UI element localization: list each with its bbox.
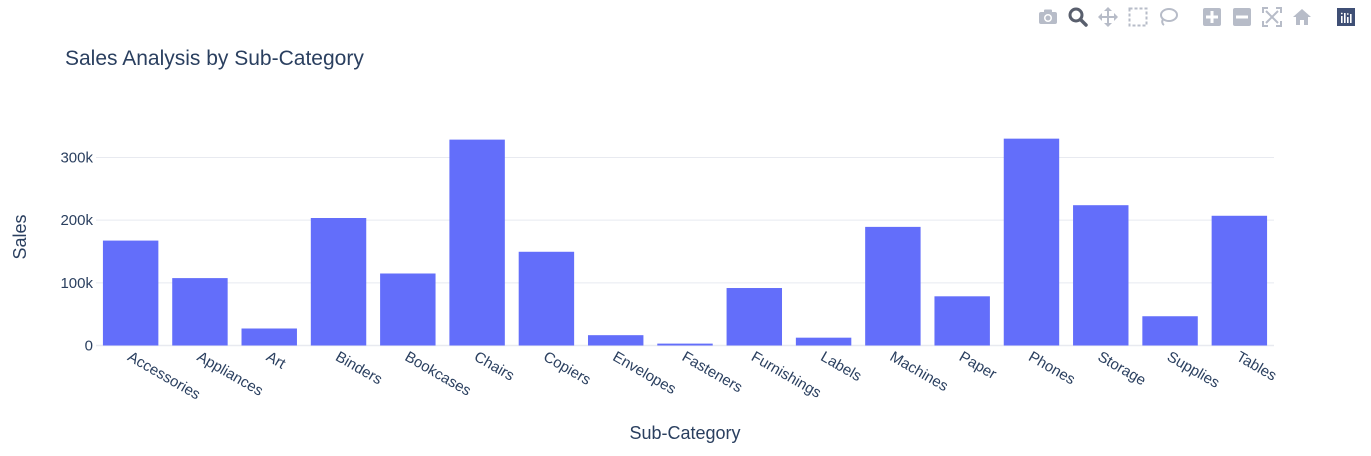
bar-labels[interactable]: [795, 337, 852, 346]
x-tick-label: Supplies: [1164, 348, 1222, 391]
bar-binders[interactable]: [310, 218, 367, 346]
box-select-icon[interactable]: [1127, 6, 1149, 28]
bar-furnishings[interactable]: [726, 288, 783, 346]
lasso-select-icon[interactable]: [1157, 6, 1179, 28]
x-tick-label: Copiers: [540, 348, 593, 389]
x-tick-label: Labels: [818, 348, 865, 385]
x-tick-label: Fasteners: [679, 348, 745, 396]
y-tick-label: 100k: [60, 275, 93, 292]
x-tick-label: Envelopes: [610, 348, 679, 398]
bar-phones[interactable]: [1003, 138, 1060, 346]
camera-icon[interactable]: [1037, 6, 1059, 28]
x-tick-label: Machines: [887, 348, 951, 395]
x-tick-label: Storage: [1095, 348, 1149, 389]
pan-icon[interactable]: [1097, 6, 1119, 28]
x-axis-title: Sub-Category: [629, 423, 740, 443]
chart-title: Sales Analysis by Sub-Category: [65, 47, 364, 70]
bar-chairs[interactable]: [449, 139, 505, 346]
bar-bookcases[interactable]: [380, 273, 436, 346]
bar-envelopes[interactable]: [587, 335, 644, 346]
y-tick-label: 200k: [60, 212, 93, 229]
bar-storage[interactable]: [1073, 205, 1129, 346]
x-tick-label: Tables: [1233, 348, 1279, 384]
bar-appliances[interactable]: [172, 278, 228, 346]
modebar-toolbar: [1037, 6, 1357, 28]
bar-copiers[interactable]: [518, 251, 575, 346]
zoom-out-icon[interactable]: [1231, 6, 1253, 28]
bar-supplies[interactable]: [1142, 316, 1198, 346]
x-tick-label: Accessories: [125, 348, 204, 403]
bar-accessories[interactable]: [102, 240, 159, 346]
bar-fasteners[interactable]: [657, 343, 713, 346]
y-tick-label: 300k: [60, 149, 93, 166]
zoom-in-icon[interactable]: [1201, 6, 1223, 28]
x-tick-label: Paper: [956, 348, 999, 383]
plotly-logo-icon[interactable]: [1335, 6, 1357, 28]
bar-machines[interactable]: [865, 226, 921, 346]
x-tick-label: Chairs: [471, 348, 517, 384]
x-tick-label: Appliances: [194, 348, 266, 399]
bars[interactable]: [102, 138, 1268, 346]
autoscale-icon[interactable]: [1261, 6, 1283, 28]
zoom-icon[interactable]: [1067, 6, 1089, 28]
bar-tables[interactable]: [1211, 215, 1268, 346]
x-tick-label: Art: [263, 348, 289, 373]
x-tick-label: Binders: [333, 348, 386, 388]
bar-art[interactable]: [241, 328, 297, 346]
y-tick-label: 0: [85, 338, 93, 355]
x-tick-label: Bookcases: [402, 348, 474, 399]
y-tick-labels: 0 100k 200k 300k: [60, 149, 93, 354]
x-tick-label: Furnishings: [748, 348, 824, 401]
x-tick-label: Phones: [1025, 348, 1078, 388]
bar-paper[interactable]: [934, 296, 990, 346]
reset-axes-icon[interactable]: [1291, 6, 1313, 28]
y-axis-title: Sales: [10, 214, 30, 259]
